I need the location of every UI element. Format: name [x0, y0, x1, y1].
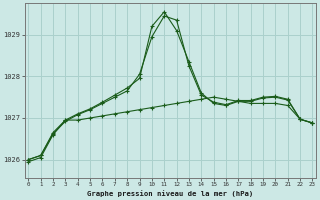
X-axis label: Graphe pression niveau de la mer (hPa): Graphe pression niveau de la mer (hPa): [87, 190, 253, 197]
